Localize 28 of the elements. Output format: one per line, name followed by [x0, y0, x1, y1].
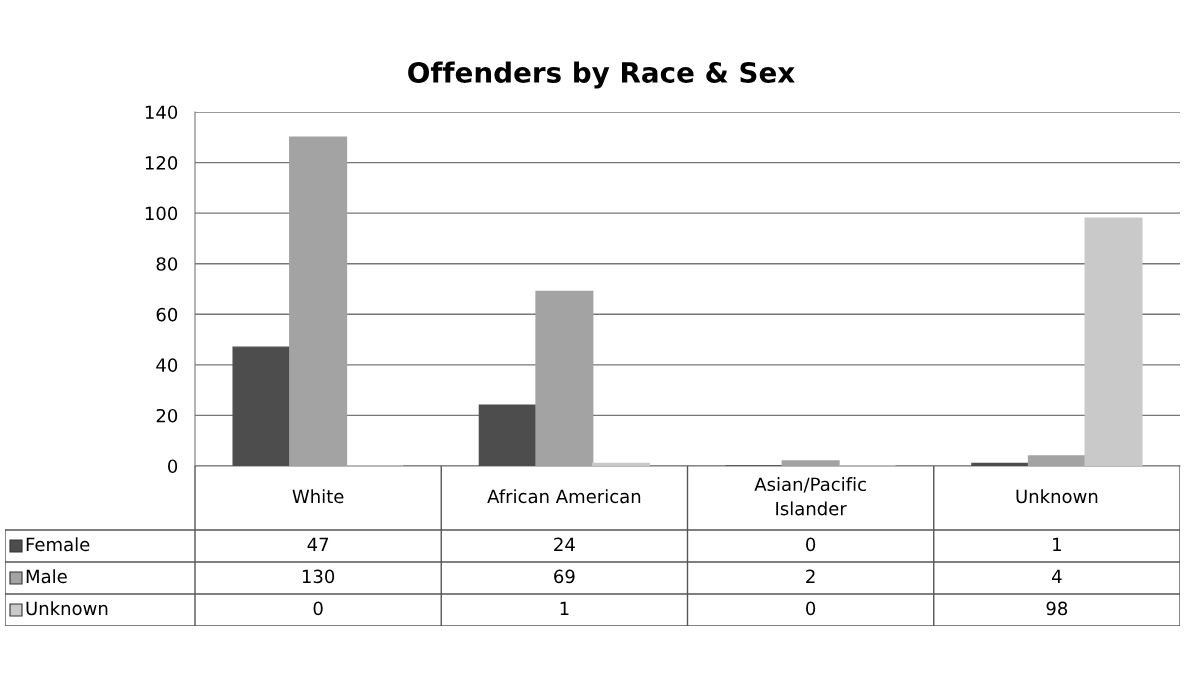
data-label: 0 — [313, 601, 323, 616]
x-tick-label: White — [292, 489, 344, 504]
y-tick-label: 40 — [156, 358, 178, 372]
chart-title: Offenders by Race & Sex — [408, 61, 795, 89]
data-label: 130 — [302, 569, 335, 584]
x-tick-label: African American — [487, 489, 641, 504]
data-label: 2 — [806, 569, 815, 583]
legend-label: Male — [26, 569, 67, 584]
x-tick-label: Asian/Pacific Islander — [754, 477, 866, 516]
data-label: 69 — [554, 569, 575, 584]
y-tick-label: 100 — [145, 206, 178, 221]
data-label: 1 — [1053, 537, 1061, 551]
data-label: 98 — [1046, 601, 1068, 616]
data-label: 4 — [1052, 569, 1062, 583]
y-tick-label: 0 — [168, 459, 178, 474]
legend-label: Female — [26, 537, 90, 552]
data-label: 0 — [806, 537, 816, 552]
x-tick-label: Unknown — [1016, 489, 1098, 504]
legend-label: Unknown — [26, 601, 108, 616]
data-label: 24 — [554, 537, 575, 551]
data-label: 1 — [560, 601, 569, 615]
data-label: 0 — [806, 601, 816, 616]
y-tick-label: 20 — [156, 408, 178, 423]
data-label: 47 — [307, 537, 329, 551]
y-tick-label: 60 — [156, 307, 178, 322]
y-tick-label: 140 — [145, 105, 178, 120]
y-tick-label: 80 — [156, 257, 178, 271]
y-tick-label: 120 — [145, 156, 178, 170]
